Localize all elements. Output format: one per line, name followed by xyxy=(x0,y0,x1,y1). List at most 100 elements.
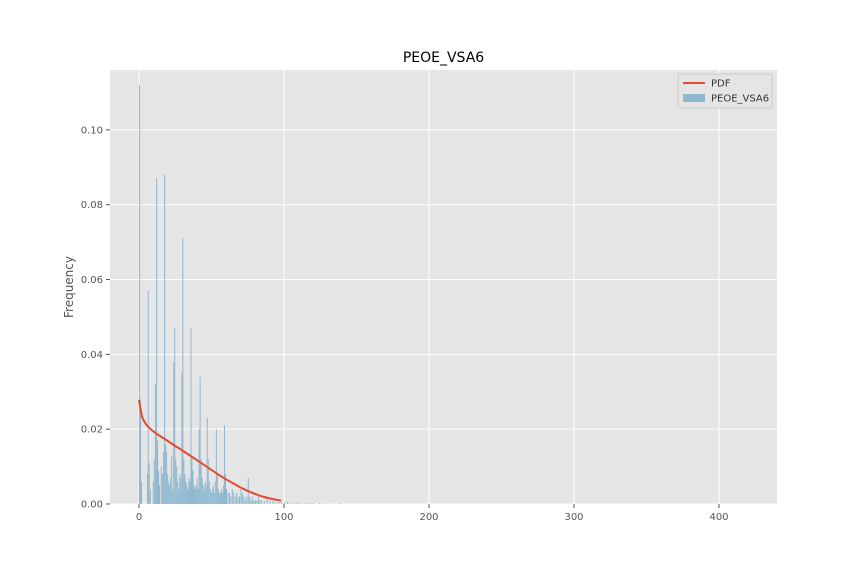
histogram-bar-58 xyxy=(205,485,207,504)
histogram-bar-0 xyxy=(139,84,141,504)
histogram-bar-34 xyxy=(181,373,183,504)
histogram-bar-110 xyxy=(284,502,286,504)
histogram-bar-109 xyxy=(281,502,283,504)
pdf-line xyxy=(138,399,282,502)
histogram-bar-25 xyxy=(172,489,174,504)
histogram-bar-42 xyxy=(189,481,191,504)
y-tick-label-1: 0.02 xyxy=(81,425,103,436)
histogram-bar-56 xyxy=(203,489,205,504)
histogram-bar-104 xyxy=(266,496,268,504)
histogram-bar-116 xyxy=(301,503,303,504)
y-tick-label-2: 0.04 xyxy=(81,350,103,361)
histogram-bar-33 xyxy=(180,477,182,504)
histogram-bar-71 xyxy=(218,492,220,504)
histogram-bars xyxy=(139,84,341,505)
histogram-bar-121 xyxy=(318,503,320,504)
histogram-bar-6 xyxy=(149,489,151,504)
histogram-bar-50 xyxy=(197,489,199,504)
histogram-bar-46 xyxy=(193,485,195,504)
histogram-bar-57 xyxy=(204,481,206,504)
histogram-bar-10 xyxy=(156,178,158,504)
histogram-bar-55 xyxy=(202,485,204,504)
histogram-bar-68 xyxy=(215,429,217,504)
histogram-bar-41 xyxy=(188,477,190,504)
histogram-bar-96 xyxy=(252,496,254,504)
histogram-bar-51 xyxy=(198,429,200,504)
histogram-bar-45 xyxy=(192,470,194,504)
histogram-bar-118 xyxy=(307,503,309,504)
histogram-bar-5 xyxy=(148,462,150,504)
histogram-bar-101 xyxy=(259,500,261,504)
histogram-bar-40 xyxy=(187,489,189,504)
histogram-bar-119 xyxy=(310,503,312,504)
histogram-bar-75 xyxy=(222,485,224,504)
histogram-bar-90 xyxy=(243,496,245,504)
legend: PDF PEOE_VSA6 xyxy=(677,73,773,109)
histogram-bar-122 xyxy=(324,503,326,504)
histogram-bar-24 xyxy=(171,455,173,504)
histogram-bar-64 xyxy=(211,489,213,504)
histogram-bar-76 xyxy=(223,425,225,504)
histogram-bar-22 xyxy=(169,485,171,504)
histogram-bar-62 xyxy=(209,489,211,504)
histogram-bar-69 xyxy=(216,474,218,504)
histogram-bar-27 xyxy=(174,328,176,504)
histogram-bar-32 xyxy=(179,474,181,504)
histogram-bar-52 xyxy=(199,376,201,504)
histogram-bar-8 xyxy=(153,459,155,504)
histogram-bar-77 xyxy=(224,474,226,504)
histogram-bar-29 xyxy=(176,466,178,504)
histogram-bar-31 xyxy=(178,489,180,504)
histogram-bar-73 xyxy=(220,489,222,504)
histogram-bar-59 xyxy=(206,417,208,504)
histogram-bar-15 xyxy=(161,474,163,504)
histogram-bar-115 xyxy=(298,502,300,504)
plot-area xyxy=(110,70,777,504)
histogram-bar-79 xyxy=(227,492,229,504)
histogram-bar-9 xyxy=(154,384,156,504)
histogram-bar-91 xyxy=(244,500,246,504)
histogram-bar-13 xyxy=(159,485,161,504)
histogram-bar-30 xyxy=(177,481,179,504)
histogram-bar-78 xyxy=(226,489,228,504)
histogram-bar-86 xyxy=(237,496,239,504)
histogram-bar-97 xyxy=(253,500,255,504)
histogram-bar-49 xyxy=(196,477,198,504)
histogram-bar-36 xyxy=(183,459,185,504)
histogram-bar-114 xyxy=(295,502,297,504)
x-axis-ticks: 0 100 200 300 400 xyxy=(136,504,729,523)
histogram-bar-1 xyxy=(140,399,142,504)
histogram-bar-82 xyxy=(231,489,233,504)
y-tick-label-4: 0.08 xyxy=(81,200,103,211)
histogram-bar-39 xyxy=(186,485,188,504)
y-axis-ticks: 0.00 0.02 0.04 0.06 0.08 0.10 xyxy=(81,125,110,511)
histogram-bar-108 xyxy=(278,502,280,504)
histogram-bar-44 xyxy=(191,455,193,504)
x-tick-label-4: 400 xyxy=(709,512,728,523)
histogram-bar-54 xyxy=(201,477,203,504)
x-tick-label-3: 300 xyxy=(564,512,583,523)
histogram-bar-35 xyxy=(182,238,184,505)
histogram-bar-17 xyxy=(164,174,166,505)
histogram-bar-16 xyxy=(163,451,165,504)
histogram-bar-3 xyxy=(146,474,148,504)
x-tick-label-0: 0 xyxy=(136,512,142,523)
histogram-bar-89 xyxy=(241,492,243,504)
histogram-bar-102 xyxy=(260,500,262,504)
y-tick-label-3: 0.06 xyxy=(81,275,103,286)
histogram-bar-103 xyxy=(263,500,265,504)
histogram-bar-99 xyxy=(256,500,258,504)
histogram-bar-100 xyxy=(257,496,259,504)
histogram-bar-37 xyxy=(184,474,186,504)
histogram-bar-48 xyxy=(195,485,197,504)
histogram-bar-53 xyxy=(200,459,202,504)
histogram-bar-94 xyxy=(249,496,251,504)
histogram-bar-43 xyxy=(190,328,192,504)
histogram-bar-112 xyxy=(289,502,291,504)
histogram-bar-107 xyxy=(275,501,277,504)
histogram-bar-18 xyxy=(165,444,167,504)
histogram-bar-65 xyxy=(212,485,214,504)
histogram-bar-70 xyxy=(217,489,219,504)
histogram-bar-66 xyxy=(213,492,215,504)
y-tick-label-5: 0.10 xyxy=(81,125,103,136)
